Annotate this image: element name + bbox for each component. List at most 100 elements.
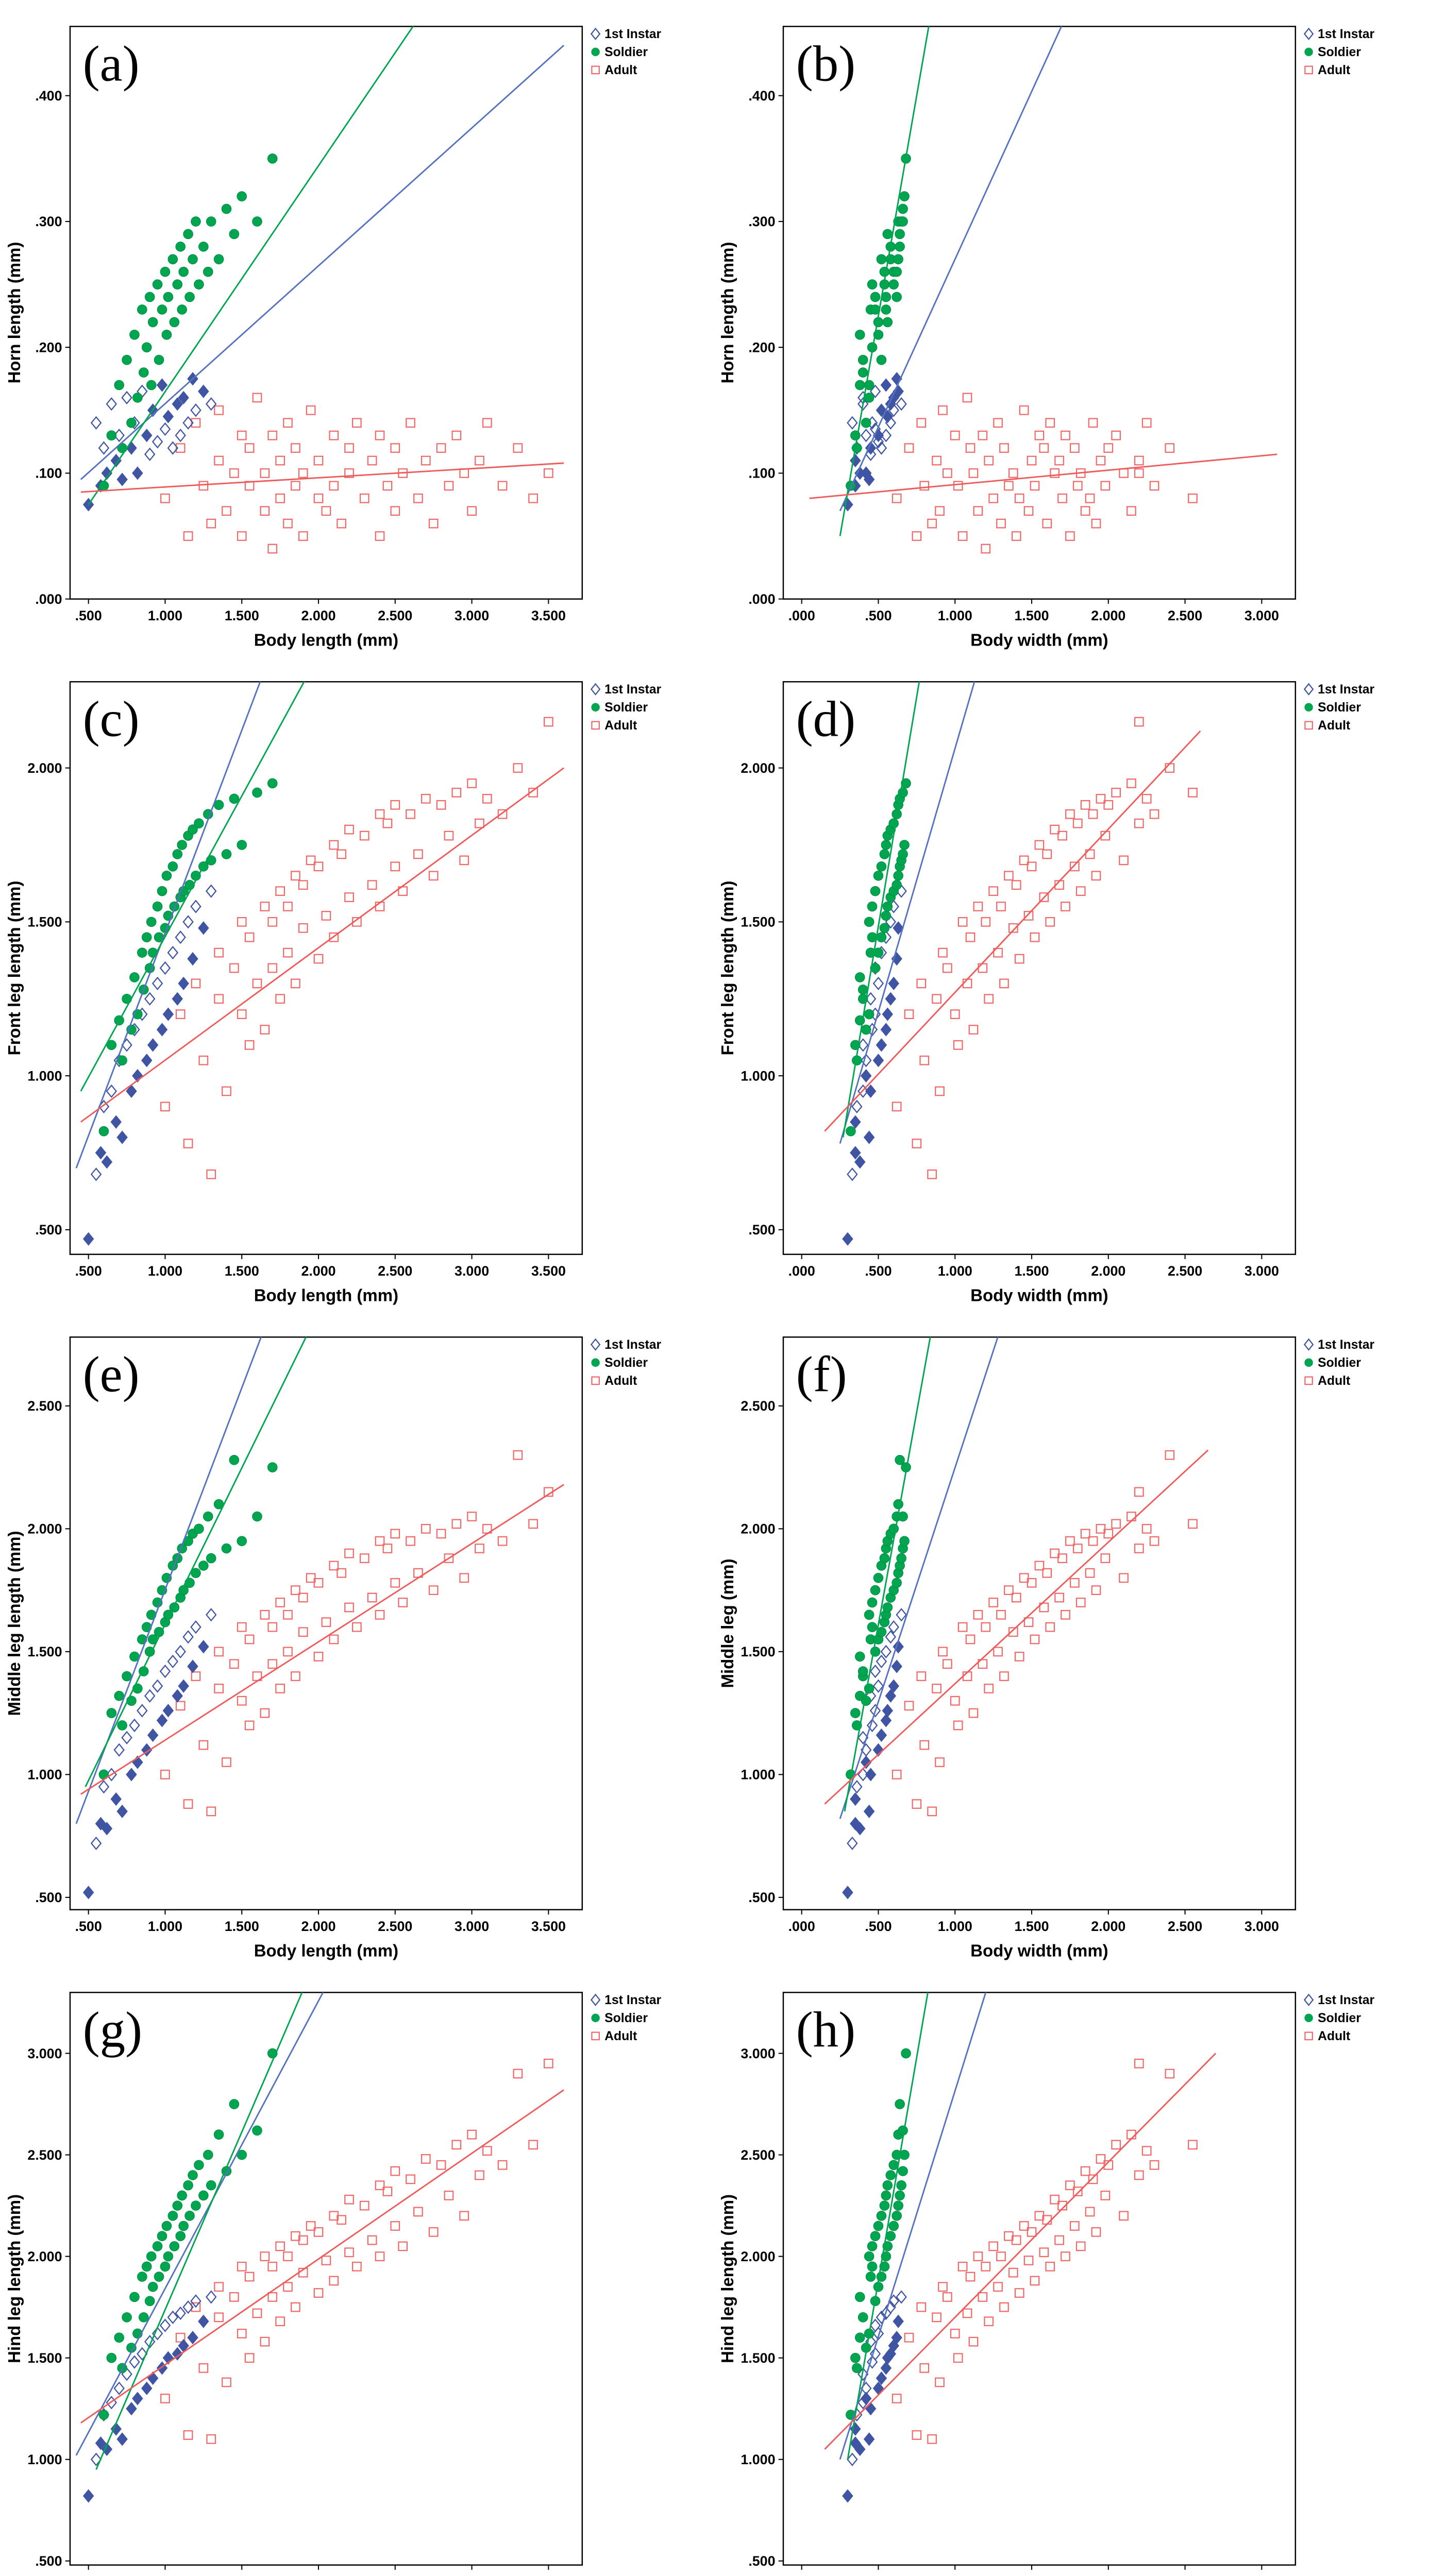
svg-text:.500: .500 [865,608,892,623]
svg-text:1.000: 1.000 [148,1919,182,1934]
svg-text:.500: .500 [75,2574,102,2576]
svg-text:1.000: 1.000 [27,1069,62,1084]
panel-h: .000 .500 1.000 1.500 2.000 2.500 3.000 .500 1.0… [715,1970,1427,2576]
svg-text:.000: .000 [788,1919,815,1934]
svg-text:.500: .500 [35,2553,62,2569]
svg-text:3.000: 3.000 [1244,1263,1279,1279]
svg-text:(a): (a) [83,36,140,92]
svg-text:3.500: 3.500 [531,1263,566,1279]
svg-text:2.000: 2.000 [301,1919,335,1934]
svg-text:Soldier: Soldier [1318,1356,1361,1370]
svg-text:1st Instar: 1st Instar [604,1993,661,2007]
svg-text:1.500: 1.500 [741,2350,775,2366]
svg-text:.500: .500 [748,2553,775,2569]
svg-text:.500: .500 [865,1263,892,1279]
svg-text:Body width (mm): Body width (mm) [970,1286,1108,1305]
svg-text:Adult: Adult [604,1374,637,1388]
svg-text:.200: .200 [748,340,775,355]
scatter-chart-middle-leg-vs-body-width: .000 .500 1.000 1.500 2.000 2.500 3.000 .500 1.0… [718,1336,1374,1960]
svg-text:.500: .500 [748,1890,775,1905]
svg-text:1.000: 1.000 [27,2452,62,2467]
svg-text:Body length (mm): Body length (mm) [254,1286,398,1305]
svg-text:1.000: 1.000 [937,1263,972,1279]
svg-text:2.500: 2.500 [741,2147,775,2163]
svg-text:1.000: 1.000 [741,2452,775,2467]
svg-text:1.000: 1.000 [741,1069,775,1084]
svg-text:1.500: 1.500 [27,1644,62,1659]
svg-text:.000: .000 [788,608,815,623]
scatter-chart-front-leg-vs-body-length: .500 1.000 1.500 2.000 2.500 3.000 3.500 .500 1.… [5,681,661,1305]
svg-text:2.500: 2.500 [1168,1263,1202,1279]
scatter-chart-front-leg-vs-body-width: .000 .500 1.000 1.500 2.000 2.500 3.000 .500 1.0… [718,681,1374,1305]
svg-text:1.000: 1.000 [148,2574,182,2576]
svg-text:.300: .300 [748,214,775,229]
svg-text:1st Instar: 1st Instar [1318,683,1374,697]
svg-text:2.000: 2.000 [741,2249,775,2264]
svg-text:2.000: 2.000 [301,2574,335,2576]
svg-text:Middle leg length (mm): Middle leg length (mm) [5,1531,24,1716]
svg-text:.500: .500 [75,1919,102,1934]
svg-text:Adult: Adult [604,719,637,733]
svg-text:Body width (mm): Body width (mm) [970,630,1108,649]
svg-text:(b): (b) [796,36,855,92]
svg-text:Front leg length (mm): Front leg length (mm) [5,881,24,1056]
svg-text:(f): (f) [796,1347,847,1403]
svg-text:.500: .500 [35,1890,62,1905]
svg-text:Soldier: Soldier [1318,45,1361,59]
svg-text:Adult: Adult [1318,63,1350,77]
svg-text:1.000: 1.000 [741,1767,775,1783]
panel-b: .000 .500 1.000 1.500 2.000 2.500 3.000 .000 .10… [715,4,1427,659]
svg-text:.000: .000 [748,591,775,607]
svg-text:3.500: 3.500 [531,608,566,623]
svg-text:1.500: 1.500 [1014,608,1049,623]
svg-text:3.000: 3.000 [1244,2574,1279,2576]
svg-text:2.500: 2.500 [378,608,412,623]
svg-text:2.500: 2.500 [378,1263,412,1279]
svg-text:Adult: Adult [604,63,637,77]
svg-text:3.000: 3.000 [455,1919,489,1934]
svg-text:2.000: 2.000 [1091,608,1125,623]
svg-text:.500: .500 [865,1919,892,1934]
svg-text:2.000: 2.000 [1091,1919,1125,1934]
svg-text:1.500: 1.500 [27,2350,62,2366]
svg-text:3.000: 3.000 [455,1263,489,1279]
svg-text:.500: .500 [748,1222,775,1238]
svg-text:Body length (mm): Body length (mm) [254,1941,398,1960]
svg-text:3.000: 3.000 [741,2046,775,2061]
svg-text:Soldier: Soldier [604,2011,648,2025]
panel-e: .500 1.000 1.500 2.000 2.500 3.000 3.500 .500 1.… [2,1315,714,1970]
svg-text:2.500: 2.500 [27,1398,62,1414]
svg-text:1.500: 1.500 [225,1919,259,1934]
svg-text:(h): (h) [796,2002,855,2058]
svg-text:2.500: 2.500 [27,2147,62,2163]
svg-text:1.500: 1.500 [741,1644,775,1659]
svg-text:2.000: 2.000 [301,608,335,623]
svg-text:Hind leg length (mm): Hind leg length (mm) [718,2194,737,2363]
svg-text:.000: .000 [35,591,62,607]
svg-text:3.000: 3.000 [455,608,489,623]
svg-text:1st Instar: 1st Instar [1318,1993,1374,2007]
svg-text:.400: .400 [35,88,62,104]
svg-text:3.500: 3.500 [531,2574,566,2576]
svg-text:2.000: 2.000 [27,2249,62,2264]
svg-text:.100: .100 [35,466,62,481]
svg-text:2.500: 2.500 [741,1398,775,1414]
svg-text:Adult: Adult [604,2030,637,2044]
svg-text:Front leg length (mm): Front leg length (mm) [718,881,737,1056]
svg-text:1.500: 1.500 [1014,1919,1049,1934]
svg-text:.200: .200 [35,340,62,355]
panel-f: .000 .500 1.000 1.500 2.000 2.500 3.000 .500 1.0… [715,1315,1427,1970]
svg-text:3.500: 3.500 [531,1919,566,1934]
svg-text:Adult: Adult [1318,719,1350,733]
svg-text:(g): (g) [83,2002,142,2058]
svg-text:2.500: 2.500 [378,1919,412,1934]
svg-text:3.000: 3.000 [455,2574,489,2576]
svg-text:2.000: 2.000 [741,760,775,776]
svg-text:1.000: 1.000 [937,2574,972,2576]
panel-d: .000 .500 1.000 1.500 2.000 2.500 3.000 .500 1.0… [715,659,1427,1314]
svg-text:1.000: 1.000 [937,608,972,623]
svg-text:Hind leg length (mm): Hind leg length (mm) [5,2194,24,2363]
svg-text:1.500: 1.500 [741,914,775,930]
panel-g: .500 1.000 1.500 2.000 2.500 3.000 3.500 .500 1.… [2,1970,714,2576]
svg-text:(c): (c) [83,691,140,748]
